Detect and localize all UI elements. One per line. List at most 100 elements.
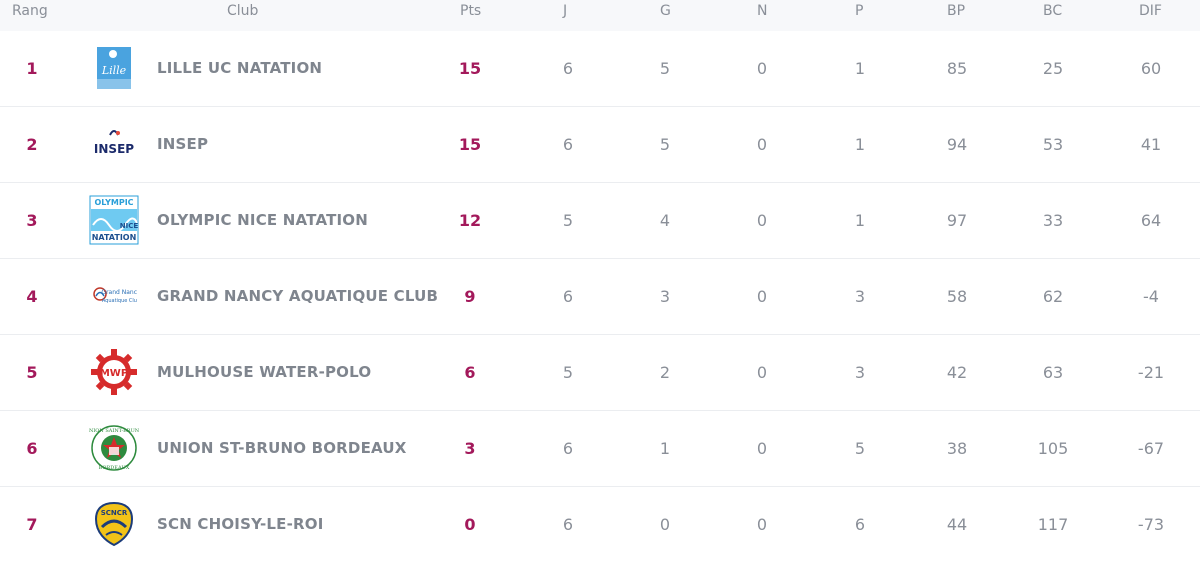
club-name[interactable]: OLYMPIC NICE NATATION — [157, 211, 369, 229]
svg-text:INSEP: INSEP — [94, 142, 134, 156]
svg-text:NICE: NICE — [120, 222, 139, 230]
n-cell: 0 — [756, 363, 768, 382]
bc-cell: 25 — [1042, 59, 1064, 78]
table-row[interactable]: 1 Lille LILLE UC NATATION 15 6 5 0 1 85 … — [0, 31, 1200, 107]
bp-cell: 44 — [946, 515, 968, 534]
bc-cell: 105 — [1037, 439, 1069, 458]
table-row[interactable]: 7 SCNCR SCN CHOISY-LE-ROI 0 6 0 0 6 44 1… — [0, 487, 1200, 562]
club-name[interactable]: UNION ST-BRUNO BORDEAUX — [157, 439, 407, 457]
table-row[interactable]: 4 Grand Nancy Aquatique Club GRAND NANCY… — [0, 259, 1200, 335]
dif-cell: -4 — [1143, 287, 1159, 306]
bc-cell: 62 — [1042, 287, 1064, 306]
club-name[interactable]: LILLE UC NATATION — [157, 59, 323, 77]
p-cell: 3 — [854, 287, 866, 306]
bp-cell: 94 — [946, 135, 968, 154]
header-dif[interactable]: DIF — [1139, 3, 1162, 19]
pts-cell: 12 — [458, 211, 482, 230]
scn-choisy-logo-icon: SCNCR — [89, 499, 139, 549]
pts-cell: 15 — [458, 59, 482, 78]
rank-cell: 5 — [26, 363, 38, 382]
table-row[interactable]: 5 MWP MULHOUSE WATER-POLO 6 5 — [0, 335, 1200, 411]
dif-cell: 64 — [1140, 211, 1162, 230]
p-cell: 3 — [854, 363, 866, 382]
j-cell: 6 — [562, 287, 574, 306]
pts-cell: 15 — [458, 135, 482, 154]
bp-cell: 38 — [946, 439, 968, 458]
dif-cell: -73 — [1137, 515, 1165, 534]
table-row[interactable]: 6 UNION SAINT-BRUNO BORDEAUX UNION ST-BR… — [0, 411, 1200, 487]
svg-text:Grand Nancy: Grand Nancy — [101, 289, 137, 296]
p-cell: 6 — [854, 515, 866, 534]
table-header: Rang Club Pts J G N P BP BC DIF — [0, 0, 1200, 31]
n-cell: 0 — [756, 515, 768, 534]
header-pts[interactable]: Pts — [460, 3, 482, 19]
g-cell: 4 — [659, 211, 671, 230]
header-n[interactable]: N — [757, 3, 768, 19]
rank-cell: 7 — [26, 515, 38, 534]
header-club[interactable]: Club — [227, 3, 259, 19]
j-cell: 6 — [562, 515, 574, 534]
header-j[interactable]: J — [563, 3, 568, 19]
dif-cell: 60 — [1140, 59, 1162, 78]
bc-cell: 33 — [1042, 211, 1064, 230]
bp-cell: 42 — [946, 363, 968, 382]
header-rang[interactable]: Rang — [12, 3, 48, 19]
j-cell: 6 — [562, 439, 574, 458]
mulhouse-logo-icon: MWP — [89, 347, 139, 397]
bp-cell: 85 — [946, 59, 968, 78]
bc-cell: 117 — [1037, 515, 1069, 534]
p-cell: 1 — [854, 211, 866, 230]
header-bc[interactable]: BC — [1043, 3, 1063, 19]
p-cell: 1 — [854, 135, 866, 154]
table-row[interactable]: 3 OLYMPIC NICE NATATION OLYMPIC NICE NAT… — [0, 183, 1200, 259]
g-cell: 5 — [659, 59, 671, 78]
header-bp[interactable]: BP — [947, 3, 966, 19]
header-g[interactable]: G — [660, 3, 671, 19]
lille-logo-icon: Lille — [89, 43, 139, 93]
olympic-nice-logo-icon: OLYMPIC NICE NATATION — [89, 195, 139, 245]
n-cell: 0 — [756, 439, 768, 458]
svg-text:UNION SAINT-BRUNO: UNION SAINT-BRUNO — [89, 428, 139, 434]
n-cell: 0 — [756, 287, 768, 306]
svg-text:SCNCR: SCNCR — [101, 509, 128, 517]
bp-cell: 97 — [946, 211, 968, 230]
pts-cell: 9 — [464, 287, 476, 306]
j-cell: 5 — [562, 363, 574, 382]
svg-text:Aquatique Club: Aquatique Club — [102, 298, 137, 304]
club-name[interactable]: GRAND NANCY AQUATIQUE CLUB — [157, 287, 439, 305]
header-p[interactable]: P — [855, 3, 864, 19]
insep-logo-icon: INSEP — [89, 119, 139, 169]
club-name[interactable]: SCN CHOISY-LE-ROI — [157, 515, 324, 533]
j-cell: 6 — [562, 59, 574, 78]
club-name[interactable]: MULHOUSE WATER-POLO — [157, 363, 372, 381]
svg-text:NATATION: NATATION — [92, 233, 137, 242]
rank-cell: 4 — [26, 287, 38, 306]
n-cell: 0 — [756, 59, 768, 78]
n-cell: 0 — [756, 211, 768, 230]
p-cell: 1 — [854, 59, 866, 78]
pts-cell: 6 — [464, 363, 476, 382]
g-cell: 3 — [659, 287, 671, 306]
svg-text:MWP: MWP — [100, 368, 128, 379]
j-cell: 6 — [562, 135, 574, 154]
g-cell: 2 — [659, 363, 671, 382]
grand-nancy-logo-icon: Grand Nancy Aquatique Club — [89, 271, 139, 321]
club-name[interactable]: INSEP — [157, 135, 209, 153]
p-cell: 5 — [854, 439, 866, 458]
dif-cell: -67 — [1137, 439, 1165, 458]
pts-cell: 0 — [464, 515, 476, 534]
j-cell: 5 — [562, 211, 574, 230]
table-row[interactable]: 2 INSEP INSEP 15 6 5 0 1 94 53 41 — [0, 107, 1200, 183]
union-st-bruno-logo-icon: UNION SAINT-BRUNO BORDEAUX — [89, 423, 139, 473]
svg-text:BORDEAUX: BORDEAUX — [99, 465, 130, 471]
rank-cell: 3 — [26, 211, 38, 230]
rank-cell: 6 — [26, 439, 38, 458]
g-cell: 1 — [659, 439, 671, 458]
dif-cell: 41 — [1140, 135, 1162, 154]
bp-cell: 58 — [946, 287, 968, 306]
svg-text:Lille: Lille — [101, 64, 127, 77]
rank-cell: 1 — [26, 59, 38, 78]
n-cell: 0 — [756, 135, 768, 154]
dif-cell: -21 — [1137, 363, 1165, 382]
